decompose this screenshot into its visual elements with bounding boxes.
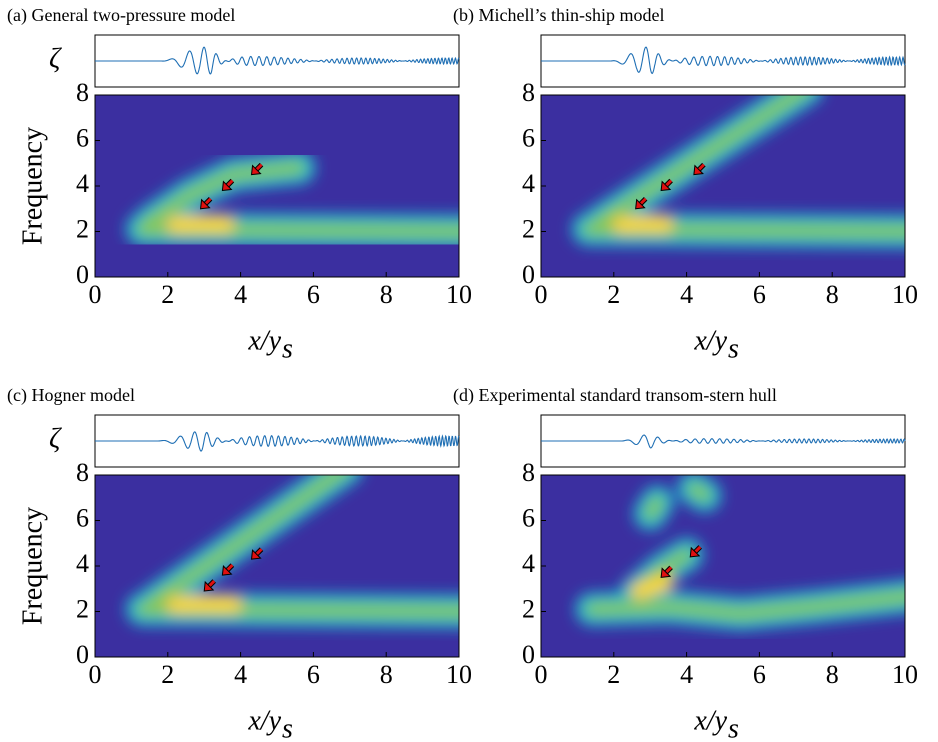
annotation-arrow <box>250 162 264 176</box>
x-tick-label: 8 <box>826 660 839 689</box>
annotation-arrow <box>203 579 216 592</box>
x-tick-label: 10 <box>892 660 918 689</box>
x-tick-label: 2 <box>607 660 620 689</box>
y-tick-label: 8 <box>76 78 89 107</box>
heatmap <box>541 95 905 277</box>
y-tick-label: 6 <box>522 503 535 532</box>
heatmap-background <box>541 475 905 657</box>
y-tick-label: 4 <box>76 549 89 578</box>
x-axis-label: x/y <box>693 705 727 736</box>
wave-signal <box>541 434 906 449</box>
annotation-arrow <box>693 162 706 176</box>
x-tick-label: 10 <box>446 280 472 309</box>
x-tick-label: 6 <box>307 280 320 309</box>
x-tick-label: 4 <box>234 280 247 309</box>
x-tick-label: 0 <box>89 280 102 309</box>
y-tick-label: 2 <box>76 594 89 623</box>
y-tick-label: 6 <box>76 503 89 532</box>
x-tick-label: 4 <box>680 280 693 309</box>
x-axis-label: x/y <box>693 325 727 356</box>
wave-signal <box>95 431 460 452</box>
energy-band <box>688 483 710 501</box>
panel: (b) Michell’s thin-ship model 0 2 4 6 8 10 0 2 4 6… <box>453 5 918 364</box>
annotation-arrow <box>250 547 264 560</box>
y-axis-label: Frequency <box>17 507 48 625</box>
energy-band <box>594 95 806 228</box>
annotation-arrow <box>635 196 648 210</box>
x-tick-label: 0 <box>535 660 548 689</box>
x-tick-label: 4 <box>234 660 247 689</box>
x-axis-label: x/y <box>247 705 281 736</box>
y-tick-label: 0 <box>522 260 535 289</box>
x-tick-label: 6 <box>307 660 320 689</box>
x-tick-label: 6 <box>753 660 766 689</box>
heatmap <box>95 95 459 277</box>
panel: (c) Hogner model ζ 0 2 4 6 8 10 0 2 4 6 8 x/y s Frequen… <box>7 385 472 742</box>
x-tick-label: 10 <box>892 280 918 309</box>
annotation-arrow <box>660 178 673 192</box>
y-tick-label: 2 <box>522 594 535 623</box>
wave-label: ζ <box>49 423 62 454</box>
y-tick-label: 2 <box>76 214 89 243</box>
heatmap <box>541 475 905 657</box>
x-tick-label: 0 <box>535 280 548 309</box>
heatmap-energy <box>125 150 459 249</box>
energy-band <box>586 591 905 619</box>
annotation-arrow <box>221 563 235 576</box>
x-axis-label-subscript: s <box>282 333 293 364</box>
energy-core <box>635 577 669 596</box>
heatmap-energy <box>574 475 905 631</box>
y-tick-label: 4 <box>522 549 535 578</box>
wave-signal <box>95 46 460 75</box>
heatmap-energy <box>125 475 459 629</box>
x-axis-label-subscript: s <box>282 713 293 742</box>
y-tick-label: 0 <box>76 260 89 289</box>
x-axis-label-subscript: s <box>728 333 739 364</box>
energy-band <box>144 162 304 228</box>
x-tick-label: 8 <box>826 280 839 309</box>
panel-title: (c) Hogner model <box>7 385 135 406</box>
y-tick-label: 0 <box>522 640 535 669</box>
y-axis-label: Frequency <box>17 127 48 245</box>
x-axis-label: x/y <box>247 325 281 356</box>
panel-title: (a) General two-pressure model <box>7 5 235 26</box>
y-tick-label: 8 <box>522 78 535 107</box>
annotation-arrow <box>199 196 213 210</box>
energy-band <box>645 497 663 519</box>
x-axis-label-subscript: s <box>728 713 739 742</box>
annotation-arrow <box>221 178 235 192</box>
panel-title: (b) Michell’s thin-ship model <box>453 5 664 26</box>
x-tick-label: 8 <box>380 660 393 689</box>
y-tick-label: 6 <box>76 123 89 152</box>
energy-band <box>148 475 346 608</box>
wave-signal <box>541 46 906 75</box>
panel-title: (d) Experimental standard transom-stern … <box>453 385 777 406</box>
annotation-arrow <box>660 565 673 578</box>
y-tick-label: 4 <box>522 169 535 198</box>
y-tick-label: 0 <box>76 640 89 669</box>
x-tick-label: 8 <box>380 280 393 309</box>
x-tick-label: 4 <box>680 660 693 689</box>
heatmap <box>95 475 459 657</box>
x-tick-label: 2 <box>161 660 174 689</box>
heatmap-energy <box>571 95 905 249</box>
wave-label: ζ <box>49 43 62 74</box>
x-tick-label: 2 <box>161 280 174 309</box>
y-tick-label: 8 <box>76 458 89 487</box>
annotation-arrow <box>689 545 703 558</box>
x-tick-label: 0 <box>89 660 102 689</box>
y-tick-label: 2 <box>522 214 535 243</box>
y-tick-label: 4 <box>76 169 89 198</box>
panel: (d) Experimental standard transom-stern … <box>453 385 918 742</box>
y-tick-label: 6 <box>522 123 535 152</box>
x-tick-label: 10 <box>446 660 472 689</box>
y-tick-label: 8 <box>522 458 535 487</box>
x-tick-label: 2 <box>607 280 620 309</box>
x-tick-label: 6 <box>753 280 766 309</box>
panel: (a) General two-pressure model ζ 0 2 4 6 8 10 0 2… <box>7 5 472 364</box>
